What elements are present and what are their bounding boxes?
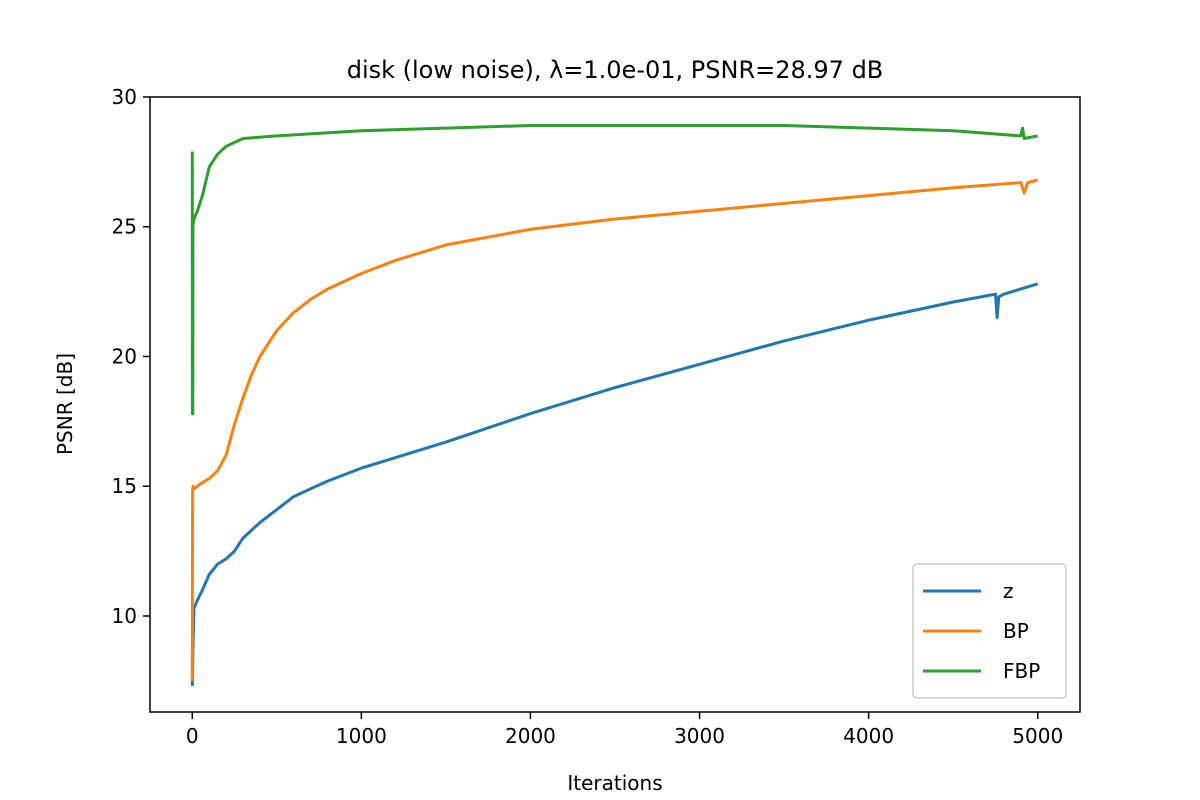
legend-box bbox=[912, 563, 1067, 699]
x-tick-label: 0 bbox=[186, 724, 199, 748]
legend-label-fbp: FBP bbox=[1003, 659, 1040, 683]
x-tick-label: 4000 bbox=[843, 724, 894, 748]
x-tick-label: 1000 bbox=[336, 724, 387, 748]
y-axis-label: PSNR [dB] bbox=[53, 353, 77, 455]
x-tick-label: 5000 bbox=[1012, 724, 1063, 748]
legend: z BP FBP bbox=[912, 563, 1067, 699]
x-axis-label: Iterations bbox=[567, 771, 662, 795]
x-tick-label: 2000 bbox=[505, 724, 556, 748]
legend-label-z: z bbox=[1003, 579, 1014, 603]
y-tick-label: 25 bbox=[112, 215, 137, 239]
y-tick-label: 30 bbox=[112, 85, 137, 109]
axes: 0 1000 2000 3000 4000 5000 10 15 20 25 30 bbox=[112, 85, 1081, 748]
y-tick-label: 10 bbox=[112, 604, 137, 628]
series-line-z bbox=[190, 282, 1039, 687]
plot-area bbox=[190, 124, 1039, 687]
chart-title: disk (low noise), λ=1.0e-01, PSNR=28.97 … bbox=[347, 56, 884, 84]
y-tick-label: 20 bbox=[112, 344, 137, 368]
legend-label-bp: BP bbox=[1003, 619, 1029, 643]
y-tick-label: 15 bbox=[112, 474, 137, 498]
series-line-bp bbox=[190, 178, 1039, 681]
x-tick-label: 3000 bbox=[674, 724, 725, 748]
series-line-fbp bbox=[190, 124, 1038, 416]
axes-frame bbox=[149, 96, 1081, 713]
